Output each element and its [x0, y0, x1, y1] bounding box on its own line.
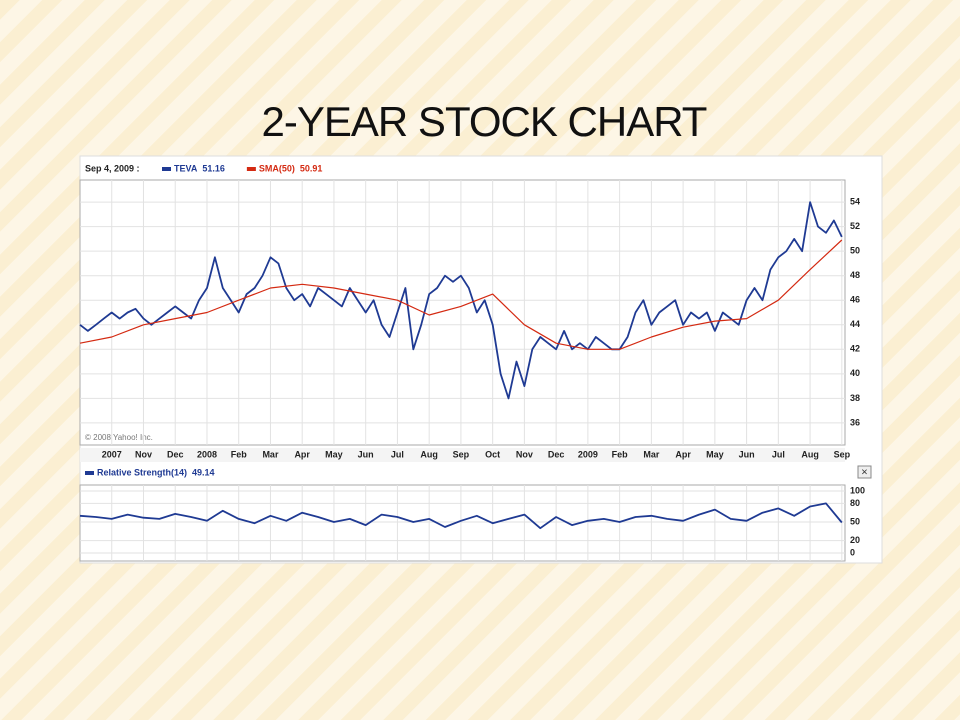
x-tick-label: 2007 — [102, 449, 122, 459]
y-tick-label: 20 — [850, 535, 860, 545]
series-line — [79, 201, 843, 400]
x-tick-label: Nov — [135, 449, 152, 459]
x-tick-label: Oct — [485, 449, 500, 459]
x-tick-label: Sep — [453, 449, 470, 459]
close-box[interactable] — [857, 465, 872, 479]
x-tick-label: Aug — [420, 449, 438, 459]
y-tick-label: 50 — [850, 246, 860, 256]
y-tick-label: 36 — [850, 417, 860, 427]
x-tick-label: Mar — [262, 449, 279, 459]
legend-name: Relative Strength(14) — [97, 467, 187, 477]
x-tick-label: Dec — [548, 449, 565, 459]
legend-value: 50.91 — [300, 163, 323, 173]
legend-swatch — [85, 471, 94, 475]
x-tick-label: Jun — [739, 449, 755, 459]
x-tick-label: Feb — [612, 449, 629, 459]
rsi-plot-area — [79, 484, 846, 562]
y-tick-label: 54 — [850, 196, 860, 206]
close-icon[interactable]: × — [861, 466, 867, 478]
x-tick-label: Apr — [675, 449, 691, 459]
x-tick-label: Jun — [358, 449, 374, 459]
series-line — [79, 239, 843, 350]
slide-title: 2-YEAR STOCK CHART — [262, 98, 707, 145]
legend-value: 49.14 — [192, 467, 215, 477]
quote-date: Sep 4, 2009 : — [85, 163, 140, 173]
y-tick-label: 42 — [850, 344, 860, 354]
x-tick-label: 2008 — [197, 449, 217, 459]
y-tick-label: 48 — [850, 270, 860, 280]
y-tick-label: 40 — [850, 368, 860, 378]
y-tick-label: 46 — [850, 295, 860, 305]
y-tick-label: 0 — [850, 547, 855, 557]
y-tick-label: 52 — [850, 221, 860, 231]
y-tick-label: 38 — [850, 393, 860, 403]
x-tick-label: Nov — [516, 449, 533, 459]
x-tick-label: Sep — [834, 449, 851, 459]
price-plot-area — [79, 179, 846, 446]
close-button[interactable]: × — [857, 465, 872, 479]
x-tick-label: May — [325, 449, 343, 459]
credit: © 2008 Yahoo! Inc. — [85, 433, 153, 442]
y-tick-label: 50 — [850, 516, 860, 526]
series-line — [79, 502, 843, 530]
x-axis-band — [80, 448, 845, 462]
y-tick-label: 100 — [850, 485, 865, 495]
x-tick-label: Aug — [801, 449, 819, 459]
x-tick-label: Dec — [167, 449, 184, 459]
legend-name: SMA(50) — [259, 163, 295, 173]
x-tick-label: Jul — [391, 449, 404, 459]
x-tick-label: 2009 — [578, 449, 598, 459]
x-tick-label: Mar — [643, 449, 660, 459]
legend-swatch — [162, 167, 171, 171]
x-tick-label: Apr — [294, 449, 310, 459]
legend-value: 51.16 — [202, 163, 225, 173]
x-tick-label: May — [706, 449, 724, 459]
legend-name: TEVA — [174, 163, 198, 173]
legend-swatch — [246, 167, 256, 171]
x-tick-label: Feb — [231, 449, 248, 459]
y-tick-label: 44 — [850, 319, 860, 329]
x-tick-label: Jul — [772, 449, 785, 459]
y-tick-label: 80 — [850, 498, 860, 508]
